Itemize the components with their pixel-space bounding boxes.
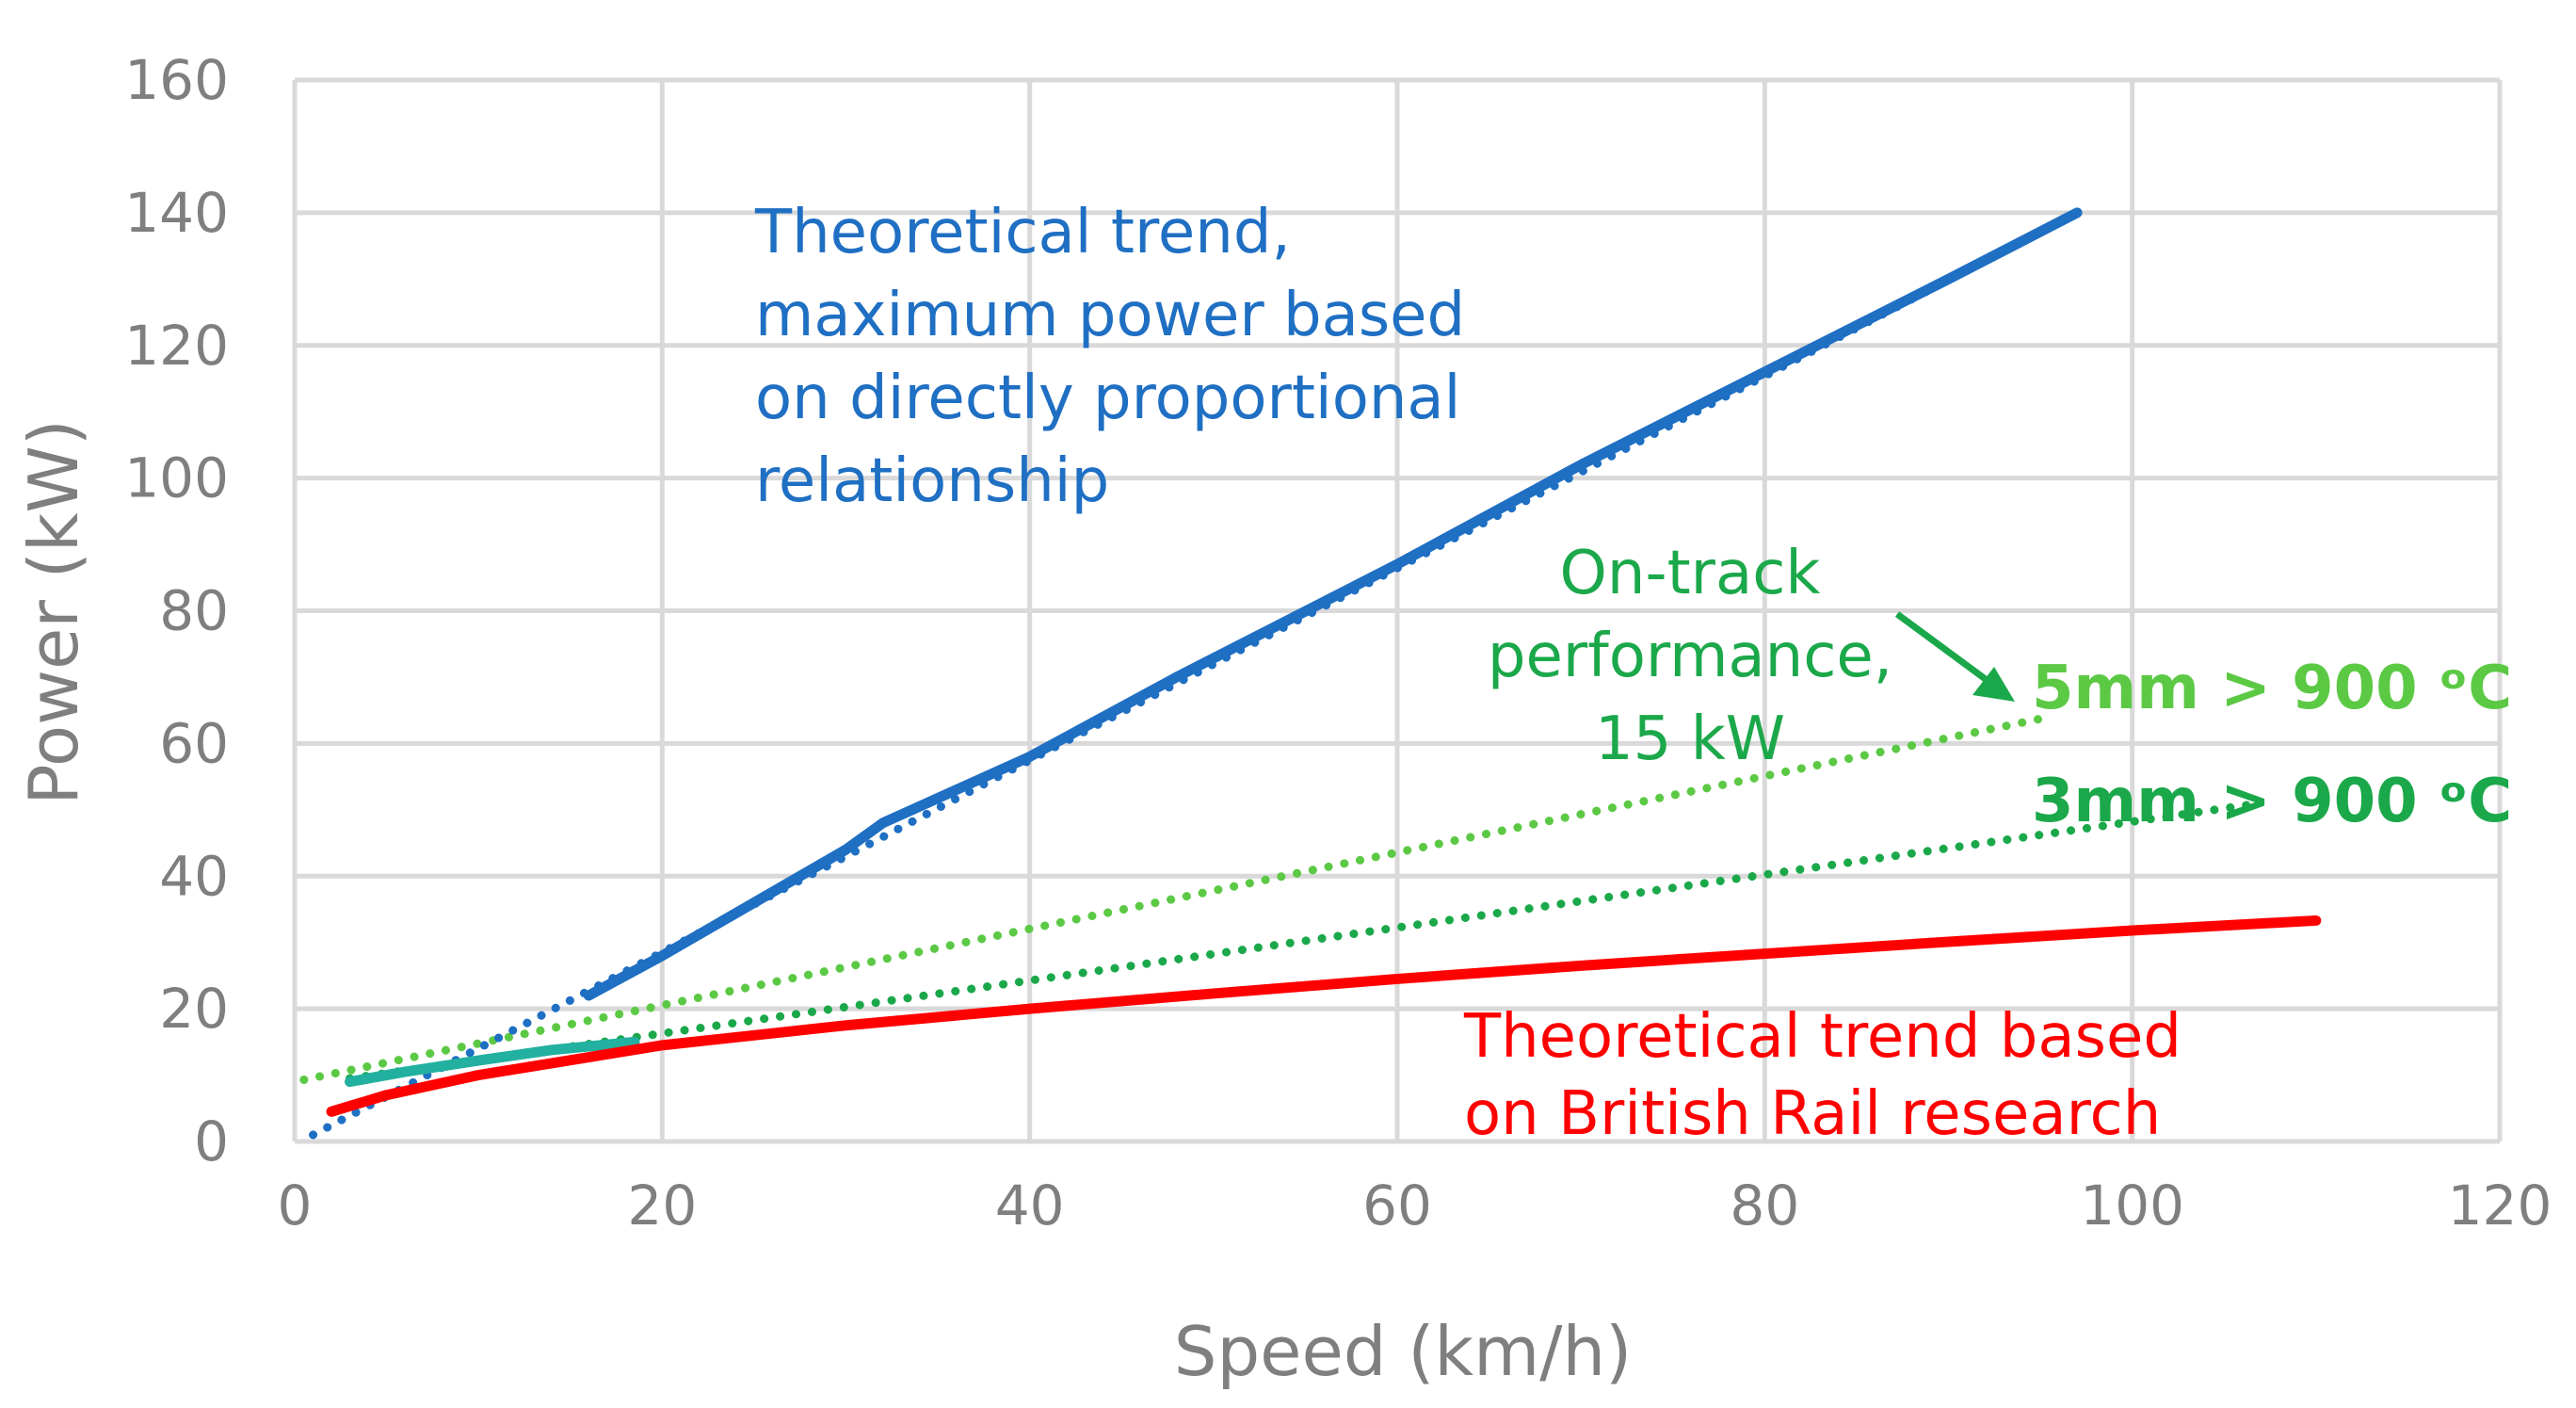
x-tick-label: 100 (2080, 1173, 2184, 1238)
x-axis-ticks: 0 20 40 60 80 100 120 (278, 1173, 2552, 1238)
y-tick-label: 40 (159, 844, 229, 908)
annotation-max-power-line4: relationship (755, 446, 1109, 516)
series-line-0 (583, 207, 2083, 1001)
y-axis-title: Power (kW) (14, 419, 93, 805)
y-tick-label: 100 (124, 446, 229, 510)
y-tick-label: 0 (194, 1109, 229, 1173)
y-tick-label: 20 (159, 977, 229, 1041)
y-tick-label: 80 (159, 579, 229, 643)
x-tick-label: 20 (627, 1173, 697, 1238)
x-tick-label: 60 (1362, 1173, 1432, 1238)
arrow-icon (1894, 611, 2015, 702)
y-tick-label: 120 (124, 314, 229, 378)
series-line-3 (346, 799, 2265, 1083)
annotation-british-rail: Theoretical trend based on British Rail … (1463, 1002, 2182, 1149)
series-lines (299, 207, 2322, 1140)
x-tick-label: 40 (995, 1173, 1065, 1238)
label-3mm: 3mm > 900 ᵒC (2032, 767, 2512, 836)
gridlines (292, 77, 2503, 1144)
annotation-on-track-line2: performance, (1488, 622, 1892, 691)
y-tick-label: 160 (124, 48, 229, 112)
series-line-5 (326, 914, 2322, 1117)
y-tick-label: 140 (124, 181, 229, 245)
annotation-british-rail-line1: Theoretical trend based (1463, 1002, 2182, 1072)
annotation-on-track-line3: 15 kW (1595, 704, 1785, 774)
y-axis-ticks: 0 20 40 60 80 100 120 140 160 (124, 48, 229, 1173)
annotation-british-rail-line2: on British Rail research (1464, 1079, 2161, 1149)
annotation-on-track-line1: On-track (1560, 539, 1821, 608)
x-tick-label: 80 (1730, 1173, 1799, 1238)
annotation-on-track: On-track performance, 15 kW (1488, 539, 1892, 774)
x-tick-label: 0 (278, 1173, 313, 1238)
annotation-max-power: Theoretical trend, maximum power based o… (754, 198, 1465, 516)
series-line-4 (345, 1036, 640, 1088)
y-tick-label: 60 (159, 711, 229, 775)
annotation-max-power-line2: maximum power based (755, 281, 1465, 350)
x-tick-label: 120 (2448, 1173, 2552, 1238)
annotation-max-power-line3: on directly proportional (755, 364, 1460, 433)
x-axis-title: Speed (km/h) (1174, 1312, 1633, 1391)
label-5mm: 5mm > 900 ᵒC (2032, 654, 2512, 723)
annotation-max-power-line1: Theoretical trend, (754, 198, 1291, 267)
